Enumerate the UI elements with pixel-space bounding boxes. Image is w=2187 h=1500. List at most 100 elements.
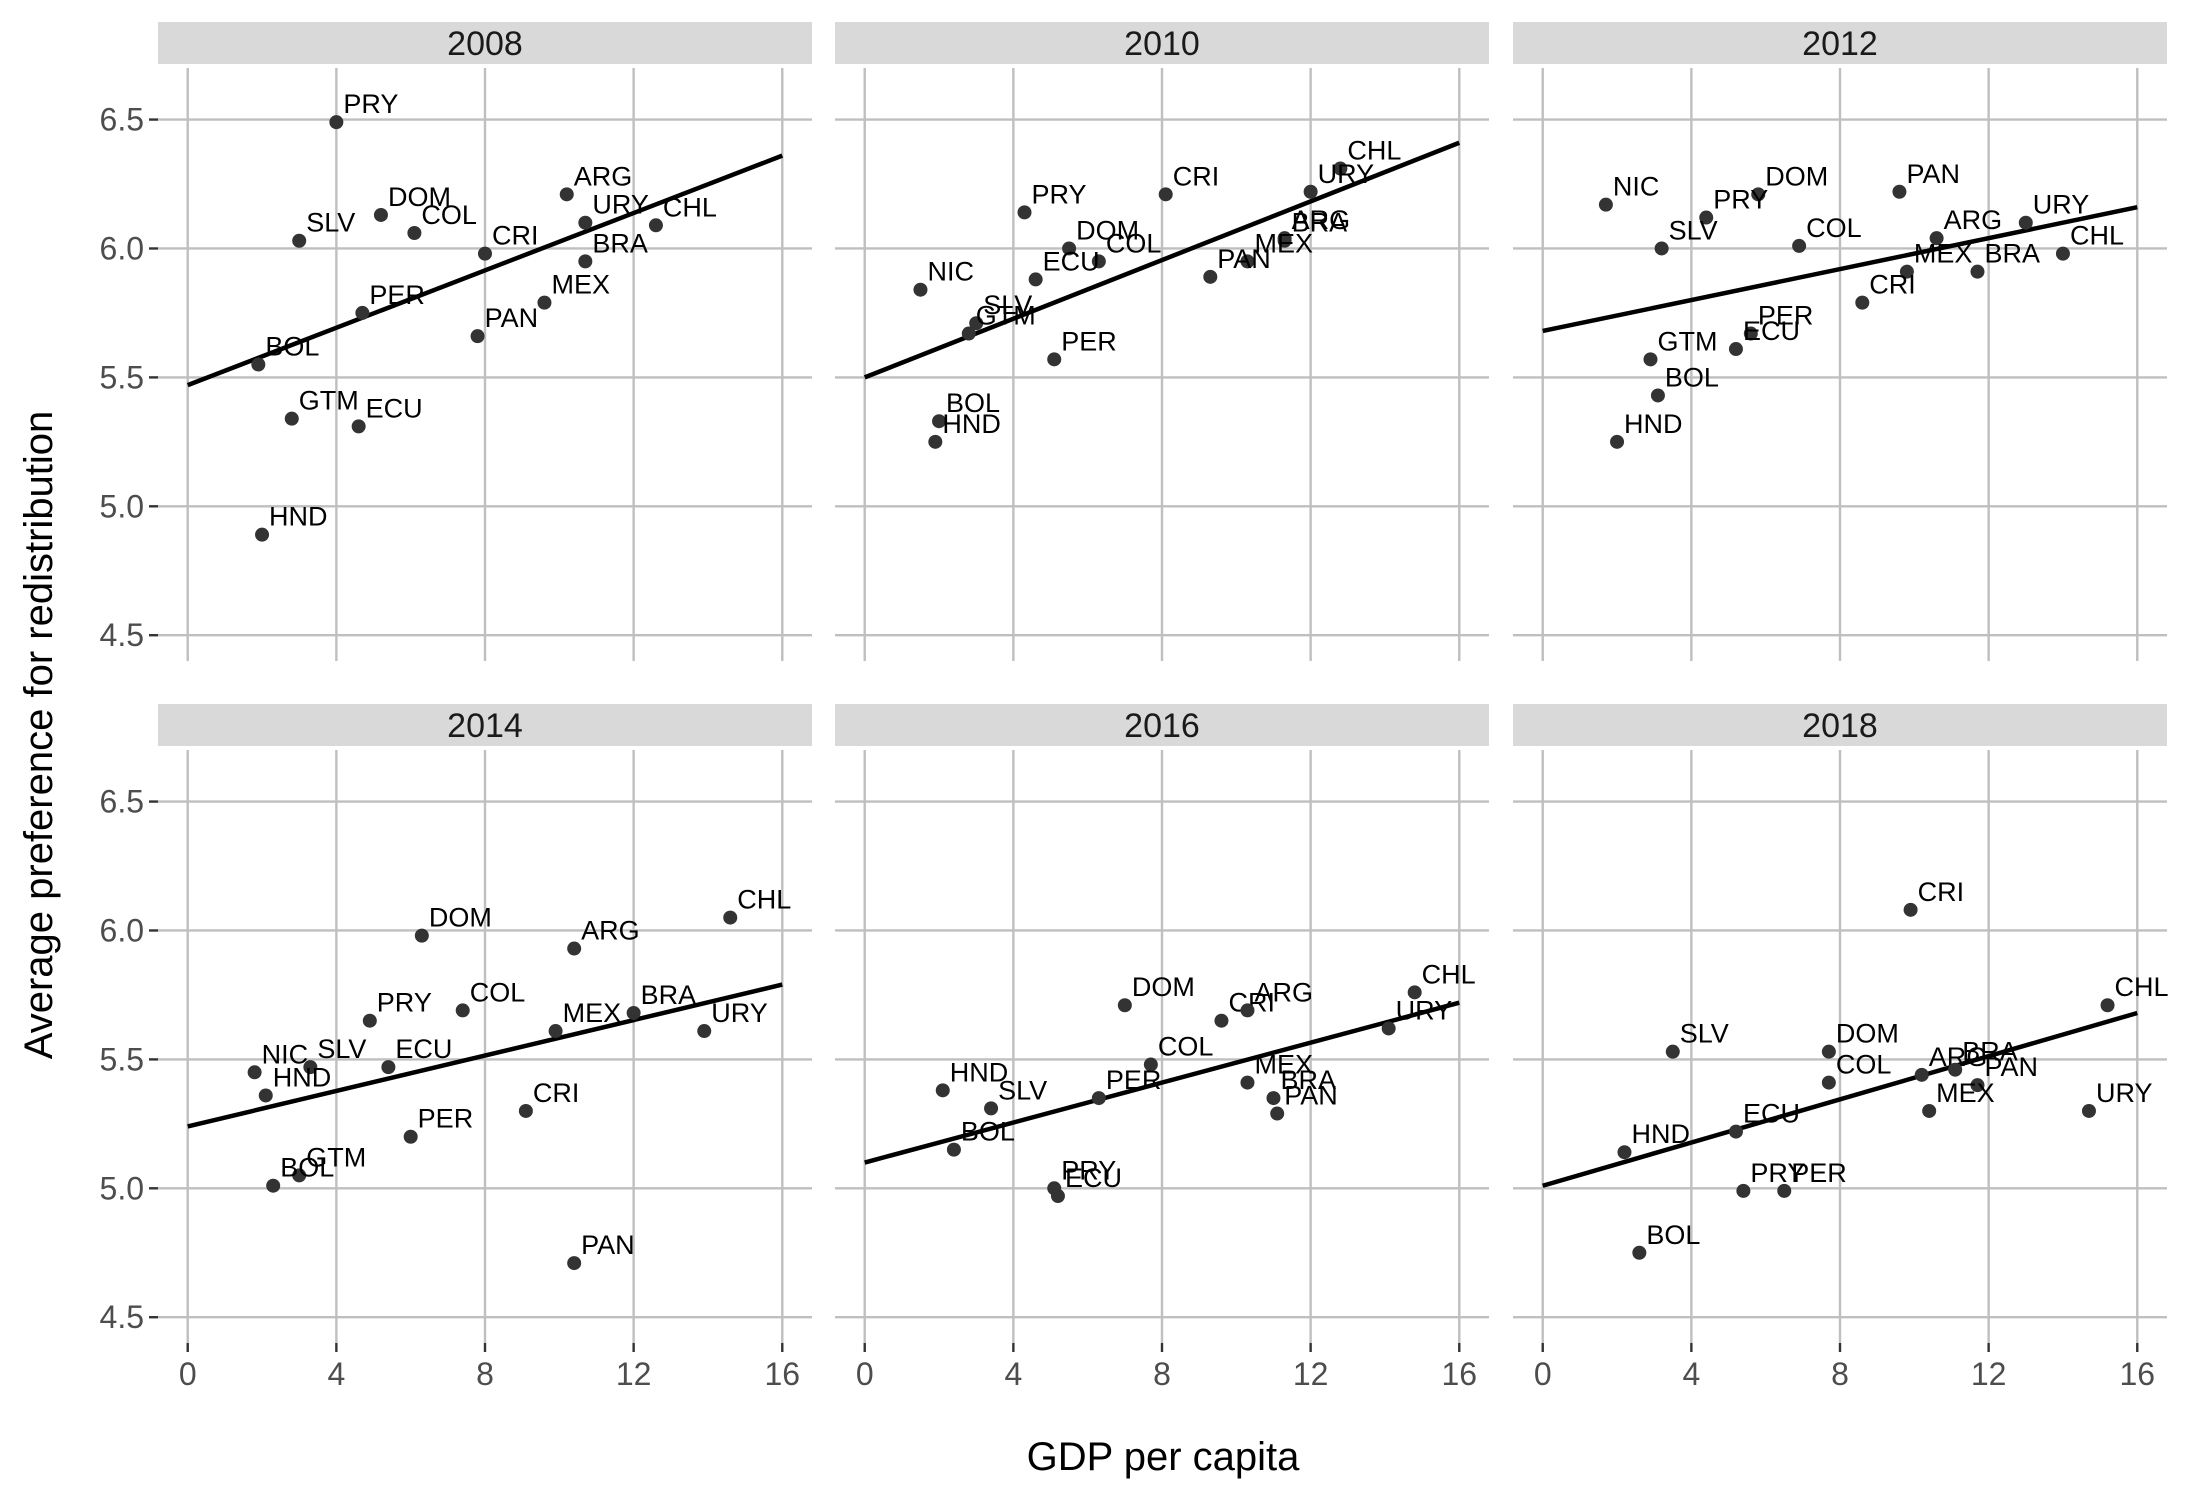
- point-HND: [1610, 434, 1625, 449]
- point-DOM: [373, 207, 388, 222]
- point-HND: [258, 1088, 273, 1103]
- point-label-CRI: CRI: [1173, 161, 1220, 191]
- point-label-CRI: CRI: [1918, 877, 1965, 907]
- point-label-SLV: SLV: [1669, 215, 1718, 245]
- point-label-ECU: ECU: [1743, 1099, 1800, 1129]
- point-label-GTM: GTM: [1657, 326, 1717, 356]
- point-ARG: [1240, 1003, 1255, 1018]
- x-tick-label: 4: [1682, 1356, 1700, 1392]
- point-HND: [935, 1083, 950, 1098]
- x-tick-label: 4: [1004, 1356, 1022, 1392]
- point-label-DOM: DOM: [1765, 161, 1828, 191]
- point-URY: [697, 1024, 712, 1039]
- point-ECU: [1028, 272, 1043, 287]
- point-label-COL: COL: [1106, 228, 1162, 258]
- point-label-BOL: BOL: [280, 1153, 334, 1183]
- facet-strip-label: 2014: [447, 707, 523, 745]
- point-PER: [403, 1129, 418, 1144]
- point-ARG: [559, 187, 574, 202]
- x-tick-label: 16: [764, 1356, 800, 1392]
- point-label-URY: URY: [1396, 995, 1453, 1025]
- point-label-PAN: PAN: [485, 303, 539, 333]
- point-label-CHL: CHL: [2070, 221, 2124, 251]
- point-label-PER: PER: [1791, 1158, 1847, 1188]
- point-DOM: [1821, 1044, 1836, 1059]
- point-label-NIC: NIC: [262, 1039, 309, 1069]
- x-tick-label: 0: [856, 1356, 874, 1392]
- point-label-DOM: DOM: [429, 903, 492, 933]
- y-tick-label: 5.5: [100, 359, 144, 395]
- fit-line: [186, 153, 784, 388]
- point-BOL: [946, 1142, 961, 1157]
- point-PRY: [1017, 205, 1032, 220]
- point-PER: [1047, 352, 1062, 367]
- point-BOL: [266, 1178, 281, 1193]
- point-BRA: [578, 254, 593, 269]
- point-label-MEX: MEX: [1914, 239, 1973, 269]
- x-tick-label: 8: [476, 1356, 494, 1392]
- point-label-DOM: DOM: [388, 182, 451, 212]
- y-tick-label: 6.0: [100, 230, 144, 266]
- point-label-PAN: PAN: [581, 1230, 635, 1260]
- point-PAN: [1970, 1078, 1985, 1093]
- x-axis-title: GDP per capita: [1027, 1435, 1300, 1479]
- point-label-ARG: ARG: [581, 916, 640, 946]
- point-label-ECU: ECU: [1743, 316, 1800, 346]
- point-label-COL: COL: [421, 200, 477, 230]
- point-CHL: [723, 910, 738, 925]
- y-tick-label: 5.0: [100, 1170, 144, 1206]
- point-label-SLV: SLV: [306, 208, 355, 238]
- point-MEX: [1899, 264, 1914, 279]
- point-URY: [2018, 215, 2033, 230]
- y-tick-label: 5.5: [100, 1041, 144, 1077]
- point-COL: [407, 226, 422, 241]
- point-MEX: [548, 1024, 563, 1039]
- fit-line: [1542, 1010, 2138, 1188]
- facet-strip-label: 2016: [1124, 707, 1200, 745]
- point-ECU: [1050, 1189, 1065, 1204]
- point-label-HND: HND: [1631, 1119, 1690, 1149]
- x-tick-label: 12: [1293, 1356, 1329, 1392]
- point-label-PRY: PRY: [1032, 179, 1087, 209]
- point-label-MEX: MEX: [1936, 1078, 1995, 1108]
- point-label-BRA: BRA: [1292, 208, 1348, 238]
- point-BRA: [1266, 1091, 1281, 1106]
- point-label-PER: PER: [369, 280, 425, 310]
- point-label-ARG: ARG: [1292, 205, 1351, 235]
- point-NIC: [913, 282, 928, 297]
- point-label-MEX: MEX: [1254, 228, 1313, 258]
- point-ARG: [1929, 231, 1944, 246]
- point-label-PRY: PRY: [1061, 1155, 1116, 1185]
- y-axis-title: Average preference for redistribution: [17, 411, 61, 1060]
- point-BRA: [1948, 1062, 1963, 1077]
- point-label-DOM: DOM: [1132, 972, 1195, 1002]
- point-label-MEX: MEX: [551, 270, 610, 300]
- point-COL: [455, 1003, 470, 1018]
- point-label-COL: COL: [1806, 213, 1862, 243]
- panel-2012: 2012 NIC DOM PAN PRY URY SLV COL ARG CHL MEX BRA CRI…: [1513, 22, 2167, 661]
- point-CHL: [1333, 161, 1348, 176]
- point-PER: [1743, 326, 1758, 341]
- point-NIC: [247, 1065, 262, 1080]
- point-label-BOL: BOL: [265, 332, 319, 362]
- point-label-PRY: PRY: [1713, 185, 1768, 215]
- point-label-CRI: CRI: [1869, 270, 1916, 300]
- point-CRI: [1855, 295, 1870, 310]
- point-URY: [2081, 1103, 2096, 1118]
- point-ECU: [1728, 1124, 1743, 1139]
- y-tick-label: 6.0: [100, 912, 144, 948]
- point-label-CRI: CRI: [533, 1078, 580, 1108]
- point-label-SLV: SLV: [317, 1034, 366, 1064]
- point-COL: [1792, 238, 1807, 253]
- point-label-SLV: SLV: [1680, 1019, 1729, 1049]
- point-GTM: [961, 326, 976, 341]
- x-tick-label: 0: [1534, 1356, 1552, 1392]
- point-GTM: [1643, 352, 1658, 367]
- point-label-PER: PER: [1106, 1065, 1162, 1095]
- point-SLV: [292, 233, 307, 248]
